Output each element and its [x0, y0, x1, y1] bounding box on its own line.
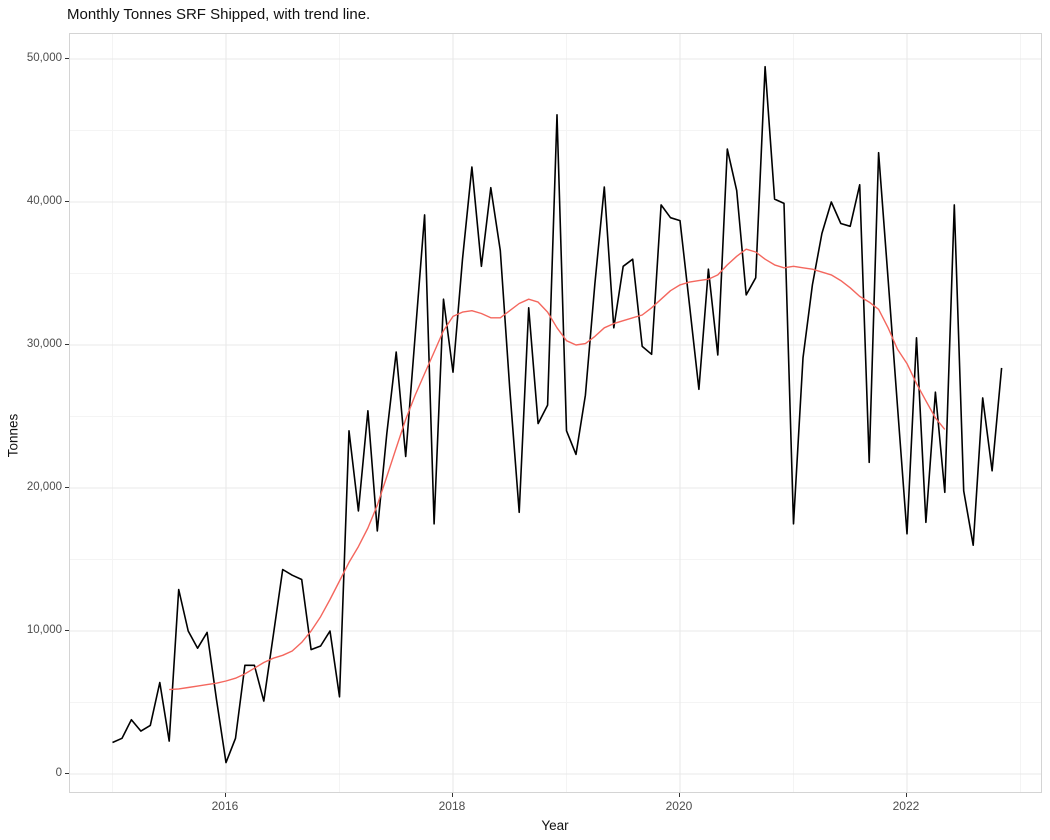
x-axis-tick — [451, 793, 453, 797]
y-tick-label: 40,000 — [26, 195, 62, 207]
x-tick-label: 2022 — [892, 799, 920, 813]
chart-title: Monthly Tonnes SRF Shipped, with trend l… — [67, 6, 371, 23]
y-axis-tick — [65, 630, 69, 631]
x-axis-tick — [905, 793, 907, 797]
y-tick-label: 20,000 — [26, 481, 62, 493]
x-tick-label: 2016 — [211, 799, 239, 813]
x-axis-tick — [678, 793, 680, 797]
monthly-series-line — [112, 65, 1003, 764]
x-tick-label: 2018 — [438, 799, 466, 813]
trend-line — [169, 248, 946, 691]
plot-panel — [69, 33, 1042, 793]
y-axis-tick — [65, 487, 69, 488]
y-tick-label: 30,000 — [26, 338, 62, 350]
y-tick-label: 0 — [55, 767, 62, 779]
y-axis-tick — [65, 773, 69, 774]
y-axis-tick — [65, 344, 69, 345]
x-axis-title: Year — [541, 818, 569, 833]
x-axis-tick — [224, 793, 226, 797]
x-tick-label: 2020 — [665, 799, 693, 813]
y-axis-title: Tonnes — [5, 413, 21, 458]
y-axis-tick — [65, 58, 69, 59]
y-tick-label: 10,000 — [26, 624, 62, 636]
y-axis-tick — [65, 201, 69, 202]
y-tick-label: 50,000 — [26, 52, 62, 64]
plot-svg — [70, 34, 1041, 792]
